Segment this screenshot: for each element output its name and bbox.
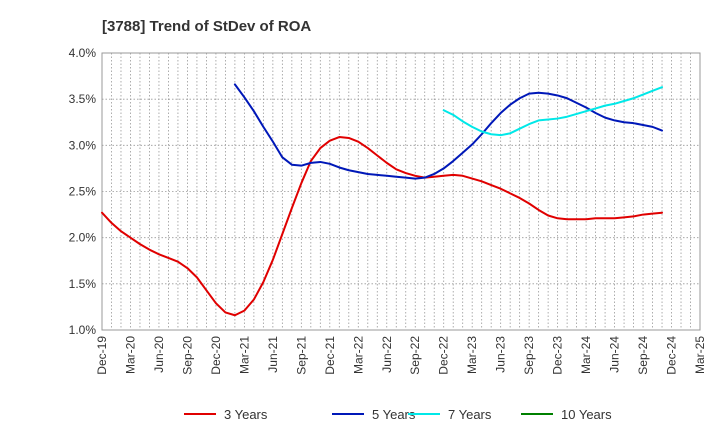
x-tick-label: Sep-22 <box>408 336 422 375</box>
x-tick-label: Sep-21 <box>294 336 308 375</box>
legend-label-10-years: 10 Years <box>561 407 612 422</box>
x-tick-label: Mar-22 <box>351 336 365 374</box>
y-tick-label: 1.0% <box>69 323 97 337</box>
x-tick-label: Jun-23 <box>494 336 508 373</box>
series-line-3-years <box>101 136 664 317</box>
legend-label-5-years: 5 Years <box>372 407 416 422</box>
chart-title: [3788] Trend of StDev of ROA <box>102 18 311 35</box>
x-tick-label: Mar-21 <box>237 336 251 374</box>
x-tick-label: Mar-20 <box>123 336 137 374</box>
y-tick-label: 4.0% <box>69 46 97 60</box>
legend-label-3-years: 3 Years <box>224 407 268 422</box>
x-tick-label: Jun-22 <box>380 336 394 373</box>
y-tick-label: 2.5% <box>69 185 97 199</box>
axis-layer: 1.0% 1.5% 2.0% 2.5% 3.0% 3.5% 4.0% Dec-19 Mar-20… <box>69 46 707 375</box>
y-tick-label: 2.0% <box>69 231 97 245</box>
x-tick-label: Dec-24 <box>665 336 679 375</box>
legend-label-7-years: 7 Years <box>448 407 492 422</box>
x-tick-label: Jun-24 <box>608 336 622 373</box>
x-tick-label: Dec-22 <box>437 336 451 375</box>
series-layer <box>101 83 664 317</box>
x-tick-label: Jun-20 <box>152 336 166 373</box>
x-tick-label: Mar-25 <box>693 336 707 374</box>
x-tick-label: Jun-21 <box>266 336 280 373</box>
y-tick-label: 3.0% <box>69 138 97 152</box>
x-tick-label: Mar-24 <box>579 336 593 374</box>
series-line-7-years <box>442 86 664 137</box>
x-tick-label: Sep-20 <box>180 336 194 375</box>
y-tick-label: 3.5% <box>69 92 97 106</box>
x-tick-label: Dec-19 <box>95 336 109 375</box>
x-tick-label: Dec-20 <box>209 336 223 375</box>
x-tick-label: Sep-23 <box>522 336 536 375</box>
x-tick-label: Sep-24 <box>636 336 650 375</box>
y-tick-label: 1.5% <box>69 277 97 291</box>
legend: 3 Years 5 Years 7 Years 10 Years <box>184 407 612 422</box>
x-tick-label: Dec-21 <box>323 336 337 375</box>
grid-layer <box>101 52 701 331</box>
x-tick-label: Dec-23 <box>551 336 565 375</box>
x-tick-label: Mar-23 <box>465 336 479 374</box>
